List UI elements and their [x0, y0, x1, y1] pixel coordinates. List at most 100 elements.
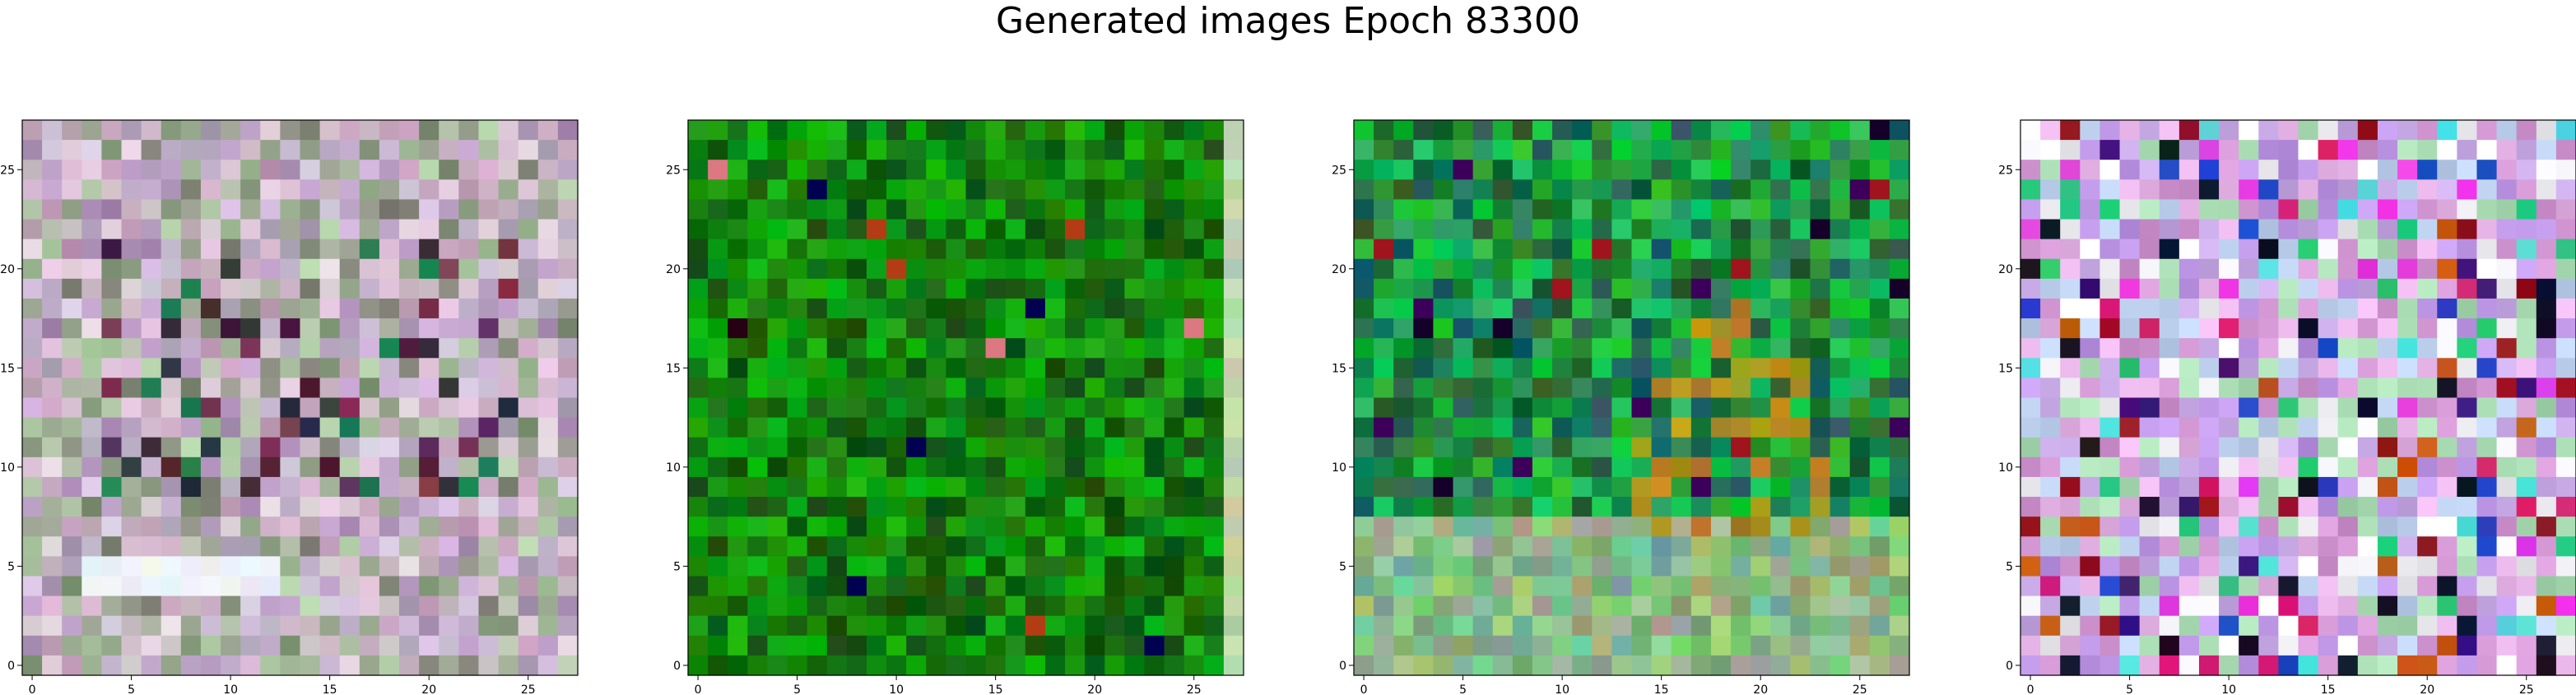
pixel-cell: [478, 140, 500, 160]
pixel-cell: [2099, 456, 2121, 478]
pixel-cell: [1849, 497, 1871, 517]
pixel-cell: [728, 258, 748, 280]
pixel-cell: [747, 160, 769, 180]
pixel-cell: [1183, 140, 1205, 160]
pixel-cell: [926, 615, 946, 637]
pixel-cell: [1104, 318, 1125, 339]
pixel-cell: [1085, 358, 1105, 378]
pixel-cell: [2278, 456, 2299, 478]
pixel-cell: [846, 258, 867, 280]
pixel-cell: [200, 417, 221, 438]
pixel-cell: [280, 140, 301, 160]
pixel-cell: [62, 655, 82, 676]
pixel-cell: [160, 397, 182, 419]
pixel-cell: [2457, 456, 2478, 478]
pixel-cell: [926, 219, 946, 240]
pixel-cell: [537, 338, 559, 359]
pixel-cell: [2278, 199, 2299, 220]
pixel-cell: [300, 635, 321, 656]
pixel-cell: [1492, 595, 1514, 617]
pixel-cell: [1512, 397, 1533, 419]
pixel-cell: [1552, 497, 1573, 517]
pixel-cell: [1830, 595, 1851, 617]
pixel-cell: [1869, 497, 1890, 517]
pixel-cell: [240, 338, 261, 359]
pixel-cell: [2555, 536, 2576, 557]
pixel-cell: [180, 219, 202, 240]
pixel-cell: [439, 318, 459, 339]
pixel-cell: [2476, 199, 2498, 220]
pixel-cell: [1611, 497, 1633, 517]
pixel-cell: [1144, 615, 1165, 637]
pixel-cell: [280, 595, 301, 617]
pixel-cell: [1830, 476, 1851, 498]
pixel-cell: [2278, 576, 2299, 597]
pixel-cell: [2278, 397, 2299, 419]
pixel-cell: [1849, 576, 1871, 597]
pixel-cell: [787, 655, 808, 676]
pixel-cell: [419, 595, 439, 617]
pixel-cell: [498, 476, 519, 498]
pixel-cell: [121, 219, 142, 240]
pixel-cell: [22, 576, 43, 597]
pixel-cell: [1671, 298, 1692, 319]
pixel-cell: [1572, 358, 1593, 378]
pixel-cell: [1413, 437, 1434, 458]
pixel-cell: [1690, 655, 1712, 676]
pixel-cell: [359, 456, 380, 478]
pixel-cell: [1731, 278, 1751, 299]
pixel-cell: [728, 536, 748, 557]
pixel-cell: [2080, 239, 2101, 260]
pixel-cell: [1770, 160, 1791, 180]
pixel-cell: [826, 278, 848, 299]
pixel-cell: [747, 497, 769, 517]
pixel-cell: [2239, 556, 2259, 577]
pixel-cell: [1751, 437, 1771, 458]
pixel-cell: [1203, 635, 1225, 656]
pixel-cell: [1830, 397, 1851, 419]
pixel-cell: [2417, 278, 2438, 299]
pixel-cell: [1065, 318, 1086, 339]
pixel-cell: [926, 576, 946, 597]
pixel-cell: [1849, 160, 1871, 180]
pixel-cell: [1393, 219, 1414, 240]
pixel-cell: [2318, 476, 2339, 498]
pixel-cell: [1453, 219, 1474, 240]
pixel-cell: [826, 179, 848, 201]
pixel-cell: [2457, 298, 2478, 319]
pixel-cell: [2060, 160, 2081, 180]
pixel-cell: [2099, 179, 2121, 201]
pixel-cell: [2239, 160, 2259, 180]
pixel-cell: [419, 160, 439, 180]
pixel-cell: [1889, 456, 1910, 478]
pixel-cell: [399, 278, 420, 299]
pixel-cell: [180, 338, 202, 359]
pixel-cell: [458, 219, 480, 240]
pixel-cell: [866, 517, 887, 537]
pixel-cell: [906, 179, 927, 201]
pixel-cell: [399, 536, 420, 557]
pixel-cell: [1472, 160, 1494, 180]
pixel-cell: [2178, 437, 2200, 458]
pixel-cell: [1203, 199, 1225, 220]
pixel-cell: [518, 655, 539, 676]
pixel-cell: [2178, 576, 2200, 597]
pixel-cell: [1790, 358, 1811, 378]
pixel-cell: [708, 417, 728, 438]
pixel-cell: [1104, 417, 1125, 438]
pixel-cell: [1104, 476, 1125, 498]
pixel-cell: [1592, 655, 1612, 676]
pixel-cell: [2159, 536, 2180, 557]
pixel-cell: [101, 318, 123, 339]
pixel-cell: [498, 338, 519, 359]
pixel-cell: [42, 160, 63, 180]
pixel-cell: [1631, 437, 1653, 458]
pixel-cell: [906, 378, 927, 399]
pixel-cell: [498, 556, 519, 577]
pixel-cell: [537, 239, 559, 260]
pixel-cell: [1203, 536, 1225, 557]
pixel-cell: [498, 318, 519, 339]
pixel-cell: [886, 258, 907, 280]
pixel-cell: [1492, 358, 1514, 378]
pixel-cell: [1044, 358, 1066, 378]
